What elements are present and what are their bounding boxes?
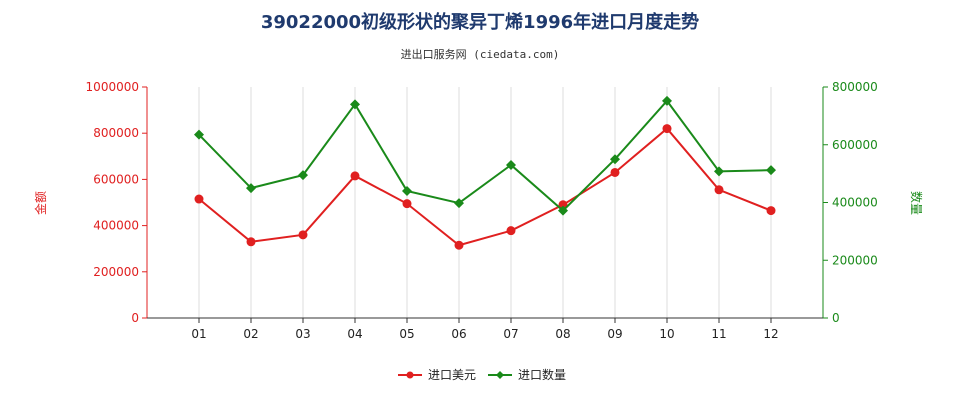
x-tick-label: 10: [659, 327, 674, 341]
y-right-axis-label: 数量: [909, 191, 924, 215]
data-point-series-2: [298, 170, 308, 181]
data-point-series-1: [298, 230, 308, 240]
data-point-series-2: [558, 205, 568, 216]
y-right-tick-label: 200000: [832, 253, 878, 267]
x-tick-label: 08: [555, 327, 570, 341]
y-left-tick-label: 400000: [93, 219, 139, 233]
data-point-series-2: [610, 154, 620, 165]
data-point-series-2: [246, 183, 256, 194]
y-right-tick-label: 400000: [832, 196, 878, 210]
x-tick-label: 04: [347, 327, 362, 341]
data-point-series-1: [506, 226, 516, 236]
data-point-series-2: [506, 159, 516, 170]
data-point-series-1: [714, 185, 724, 195]
legend-label-2: 进口数量: [518, 367, 566, 382]
data-point-series-2: [714, 166, 724, 177]
data-point-series-2: [766, 165, 776, 176]
data-point-series-2: [454, 198, 464, 209]
y-right-tick-label: 0: [832, 311, 840, 325]
data-point-series-2: [662, 95, 672, 106]
y-left-axis-label: 金额: [33, 191, 48, 215]
data-point-series-1: [454, 240, 464, 250]
data-point-series-1: [610, 167, 620, 177]
plot-area: 0 200000 400000 600000 800000 1000000 0 200000 4…: [86, 80, 878, 341]
data-point-series-1: [246, 237, 256, 247]
x-tick-label: 05: [399, 327, 414, 341]
x-tick-label: 03: [295, 327, 310, 341]
y-right-tick-label: 600000: [832, 138, 878, 152]
legend-marker-1: [406, 371, 414, 379]
data-point-series-2: [402, 185, 412, 196]
data-point-series-1: [766, 206, 776, 216]
y-left-tick-label: 800000: [93, 126, 139, 140]
data-point-series-1: [662, 124, 672, 134]
x-tick-label: 06: [451, 327, 466, 341]
y-left-tick-label: 1000000: [86, 80, 139, 94]
y-right-tick-label: 800000: [832, 80, 878, 94]
x-tick-label: 07: [503, 327, 518, 341]
x-tick-label: 02: [243, 327, 258, 341]
data-point-series-2: [194, 129, 204, 140]
chart-subtitle: 进出口服务网 (ciedata.com): [401, 47, 560, 61]
x-tick-label: 11: [711, 327, 726, 341]
legend: 进口美元 进口数量: [398, 367, 566, 382]
legend-label-1: 进口美元: [428, 368, 476, 382]
data-point-series-1: [350, 171, 360, 181]
chart-title: 39022000初级形状的聚异丁烯1996年进口月度走势: [261, 11, 699, 33]
x-tick-label: 01: [191, 327, 206, 341]
y-left-tick-label: 600000: [93, 172, 139, 186]
data-point-series-1: [402, 199, 412, 209]
y-left-tick-label: 200000: [93, 265, 139, 279]
legend-marker-2: [496, 371, 504, 379]
data-point-series-2: [350, 99, 360, 110]
series-line-2: [198, 99, 772, 212]
y-left-tick-label: 0: [131, 311, 139, 325]
x-tick-label: 12: [763, 327, 778, 341]
series-line-1: [198, 127, 772, 247]
data-point-series-1: [194, 194, 204, 204]
x-tick-label: 09: [607, 327, 622, 341]
